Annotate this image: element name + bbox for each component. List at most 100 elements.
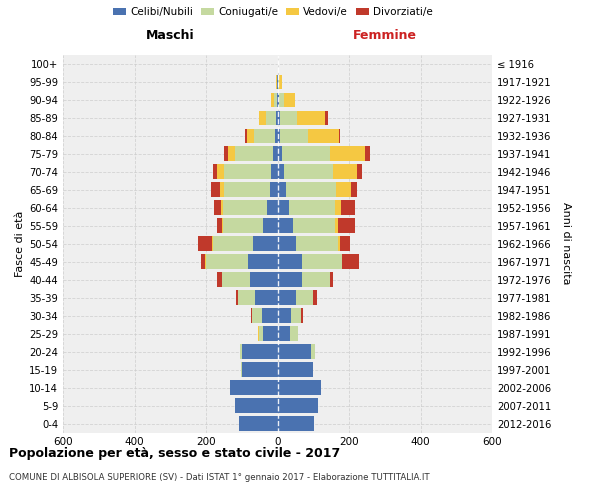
Bar xyxy=(258,326,259,341)
Bar xyxy=(250,272,277,287)
Bar xyxy=(205,254,206,269)
Bar xyxy=(273,146,277,161)
Bar xyxy=(342,254,359,269)
Bar xyxy=(277,398,317,413)
Bar xyxy=(263,218,277,233)
Bar xyxy=(277,110,280,126)
Bar xyxy=(338,218,355,233)
Bar xyxy=(296,236,338,251)
Bar xyxy=(333,164,356,179)
Y-axis label: Fasce di età: Fasce di età xyxy=(15,210,25,277)
Bar xyxy=(201,254,205,269)
Bar xyxy=(220,182,224,197)
Bar xyxy=(338,236,340,251)
Bar xyxy=(335,218,338,233)
Bar xyxy=(262,308,277,323)
Bar xyxy=(271,164,277,179)
Bar xyxy=(286,182,336,197)
Bar xyxy=(340,236,350,251)
Bar xyxy=(282,146,330,161)
Text: COMUNE DI ALBISOLA SUPERIORE (SV) - Dati ISTAT 1° gennaio 2017 - Elaborazione TU: COMUNE DI ALBISOLA SUPERIORE (SV) - Dati… xyxy=(9,472,430,482)
Bar xyxy=(271,92,274,108)
Bar xyxy=(284,164,333,179)
Bar xyxy=(238,290,256,305)
Bar xyxy=(325,110,328,126)
Bar xyxy=(217,272,222,287)
Bar xyxy=(277,146,282,161)
Bar xyxy=(253,236,277,251)
Bar xyxy=(302,254,342,269)
Bar xyxy=(239,416,277,431)
Bar xyxy=(266,110,276,126)
Bar xyxy=(277,362,313,377)
Bar xyxy=(206,254,248,269)
Bar xyxy=(223,200,267,215)
Bar xyxy=(277,182,286,197)
Text: Popolazione per età, sesso e stato civile - 2017: Popolazione per età, sesso e stato civil… xyxy=(9,448,340,460)
Bar xyxy=(245,128,247,144)
Bar xyxy=(279,74,282,90)
Bar xyxy=(311,344,315,359)
Bar xyxy=(277,380,321,395)
Bar xyxy=(277,200,289,215)
Bar xyxy=(277,164,284,179)
Bar xyxy=(222,218,223,233)
Bar xyxy=(338,128,340,144)
Bar xyxy=(291,308,301,323)
Bar xyxy=(211,182,220,197)
Bar xyxy=(230,380,277,395)
Bar xyxy=(274,92,277,108)
Bar xyxy=(279,92,284,108)
Bar xyxy=(277,326,290,341)
Bar xyxy=(277,236,296,251)
Bar xyxy=(277,308,291,323)
Bar xyxy=(235,146,273,161)
Bar xyxy=(214,200,221,215)
Bar xyxy=(236,290,238,305)
Bar xyxy=(247,128,254,144)
Bar xyxy=(341,200,355,215)
Bar xyxy=(277,290,296,305)
Bar xyxy=(213,164,217,179)
Bar xyxy=(275,128,277,144)
Bar xyxy=(212,236,213,251)
Bar xyxy=(248,254,277,269)
Bar xyxy=(277,344,311,359)
Bar xyxy=(330,146,365,161)
Bar xyxy=(228,146,235,161)
Bar xyxy=(224,146,228,161)
Bar xyxy=(335,200,341,215)
Bar xyxy=(213,236,253,251)
Legend: Celibi/Nubili, Coniugati/e, Vedovi/e, Divorziati/e: Celibi/Nubili, Coniugati/e, Vedovi/e, Di… xyxy=(109,2,437,21)
Bar xyxy=(313,290,317,305)
Bar xyxy=(293,218,335,233)
Bar xyxy=(253,308,262,323)
Bar xyxy=(259,326,263,341)
Bar xyxy=(365,146,370,161)
Bar xyxy=(277,92,279,108)
Bar xyxy=(256,290,277,305)
Bar xyxy=(277,74,278,90)
Bar xyxy=(329,272,333,287)
Bar xyxy=(336,182,351,197)
Bar xyxy=(277,416,314,431)
Bar xyxy=(308,128,338,144)
Text: Maschi: Maschi xyxy=(146,30,194,43)
Bar xyxy=(217,218,222,233)
Bar xyxy=(222,272,250,287)
Bar xyxy=(356,164,362,179)
Bar xyxy=(277,254,302,269)
Bar xyxy=(297,110,325,126)
Bar xyxy=(251,308,253,323)
Bar xyxy=(263,326,277,341)
Bar xyxy=(280,128,308,144)
Bar xyxy=(296,290,313,305)
Bar xyxy=(277,218,293,233)
Bar xyxy=(224,182,269,197)
Bar xyxy=(239,344,242,359)
Bar xyxy=(259,110,266,126)
Bar xyxy=(235,398,277,413)
Bar xyxy=(278,74,279,90)
Text: Femmine: Femmine xyxy=(353,30,417,43)
Bar xyxy=(223,218,263,233)
